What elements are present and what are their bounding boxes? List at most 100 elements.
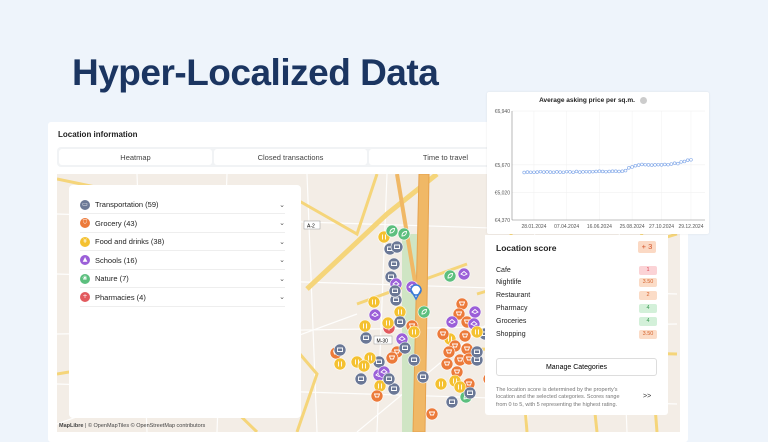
legend-item-schools[interactable]: ▲ Schools (16) ⌄	[80, 252, 285, 270]
poi-marker-food[interactable]	[407, 325, 421, 339]
poi-marker-transport[interactable]	[470, 345, 484, 359]
poi-marker-transport[interactable]	[445, 395, 459, 409]
poi-marker-transport[interactable]	[387, 257, 401, 271]
poi-marker-transport[interactable]	[359, 331, 373, 345]
tab-closed-transactions[interactable]: Closed transactions	[214, 149, 367, 165]
chevron-down-icon[interactable]: ⌄	[279, 201, 285, 209]
poi-marker-food[interactable]	[333, 357, 347, 371]
marker-background	[417, 305, 431, 319]
poi-marker-nature[interactable]	[443, 269, 457, 283]
poi-marker-transport[interactable]	[398, 341, 412, 355]
price-data-point	[594, 169, 598, 174]
chart-title: Average asking price per sq.m.	[539, 97, 635, 104]
poi-marker-transport[interactable]	[390, 240, 404, 254]
poi-marker-schools[interactable]	[368, 308, 382, 322]
chevron-down-icon[interactable]: ⌄	[279, 238, 285, 246]
marker-background	[387, 382, 401, 396]
poi-marker-nature[interactable]	[385, 224, 399, 238]
info-icon[interactable]	[640, 97, 647, 104]
maplibre-link[interactable]: MapLibre	[59, 423, 84, 429]
score-badge: 3.50	[639, 329, 657, 339]
legend-item-food[interactable]: ¥ Food and drinks (38) ⌄	[80, 233, 285, 251]
poi-marker-grocery[interactable]	[425, 407, 439, 421]
legend-item-nature[interactable]: ❀ Nature (7) ⌄	[80, 270, 285, 288]
poi-marker-grocery[interactable]	[442, 345, 456, 359]
poi-marker-transport[interactable]	[382, 372, 396, 386]
poi-marker-nature[interactable]	[397, 227, 411, 241]
tab-heatmap[interactable]: Heatmap	[59, 149, 212, 165]
fork-knife-icon: ¥	[80, 236, 90, 247]
poi-marker-transport[interactable]	[407, 353, 421, 367]
poi-marker-food[interactable]	[367, 295, 381, 309]
chevron-down-icon[interactable]: ⌄	[279, 275, 285, 283]
poi-marker-nature[interactable]	[417, 305, 431, 319]
poi-marker-transport[interactable]	[354, 372, 368, 386]
poi-marker-transport[interactable]	[387, 382, 401, 396]
poi-marker-grocery[interactable]	[458, 329, 472, 343]
price-data-point	[686, 158, 690, 162]
bus-icon: ▭	[80, 199, 90, 210]
leaf-icon	[447, 273, 453, 279]
score-badge: 1	[639, 265, 657, 275]
marker-background	[470, 345, 484, 359]
map-canvas[interactable]: A-2 M-30	[57, 174, 680, 432]
price-data-point	[659, 163, 664, 167]
price-data-point	[672, 161, 677, 165]
poi-marker-transport[interactable]	[393, 315, 407, 329]
cart-icon	[439, 331, 447, 336]
road-label-a2-box	[303, 220, 321, 230]
poi-marker-food[interactable]	[434, 377, 448, 391]
poi-marker-schools[interactable]	[445, 315, 459, 329]
location-score-card: Location score + 3 Cafe 1 Nightlife 3.50 Res…	[485, 235, 668, 415]
leaf-icon	[401, 231, 407, 237]
manage-categories-button[interactable]: Manage Categories	[496, 358, 657, 376]
legend-item-grocery[interactable]: ⛉ Grocery (43) ⌄	[80, 215, 285, 233]
poi-marker-grocery[interactable]	[440, 357, 454, 371]
poi-marker-food[interactable]	[357, 359, 371, 373]
x-tick-label: 29.12.2024	[678, 224, 703, 230]
poi-marker-transport[interactable]	[389, 293, 403, 307]
chevron-down-icon[interactable]: ⌄	[279, 257, 285, 264]
road-label-m30: M-30	[377, 339, 389, 345]
marker-background	[357, 359, 371, 373]
poi-marker-transport[interactable]	[416, 370, 430, 384]
score-row: Restaurant 2	[496, 290, 657, 302]
poi-marker-grocery[interactable]	[436, 327, 450, 341]
price-data-point	[538, 169, 543, 174]
location-score-note: The location score is determined by the …	[496, 387, 620, 408]
expand-button[interactable]: >>	[643, 393, 652, 400]
poi-marker-grocery[interactable]	[385, 351, 399, 365]
poi-marker-food[interactable]	[470, 325, 484, 339]
bus-icon	[376, 359, 382, 364]
fork-knife-icon	[363, 323, 367, 329]
legend-item-pharmacy[interactable]: + Pharmacies (4) ⌄	[80, 289, 285, 307]
poi-marker-transport[interactable]	[388, 284, 402, 298]
cart-icon	[461, 333, 469, 338]
chevron-down-icon[interactable]: ⌄	[279, 220, 285, 227]
fork-knife-icon	[412, 329, 416, 335]
poi-marker-schools[interactable]	[457, 267, 471, 281]
cart-icon	[455, 311, 463, 316]
marker-background	[470, 325, 484, 339]
legend-item-label: Schools (16)	[95, 255, 138, 265]
tab-time-to-travel[interactable]: Time to travel	[369, 149, 522, 165]
bus-icon	[420, 374, 426, 379]
leaf-icon	[389, 228, 395, 234]
poi-marker-grocery[interactable]	[452, 307, 466, 321]
poi-marker-transport[interactable]	[463, 386, 477, 400]
marker-background	[333, 343, 347, 357]
bus-icon	[337, 347, 343, 352]
poi-marker-food[interactable]	[453, 380, 467, 394]
marker-background	[453, 380, 467, 394]
chevron-down-icon[interactable]: ⌄	[279, 294, 285, 301]
price-data-point	[584, 169, 589, 174]
poi-marker-transport[interactable]	[333, 343, 347, 357]
property-location-pin[interactable]	[410, 284, 422, 301]
leaf-icon: ❀	[80, 273, 90, 284]
poi-marker-food[interactable]	[358, 319, 372, 333]
poi-marker-grocery[interactable]	[370, 389, 384, 403]
poi-marker-food[interactable]	[381, 316, 395, 330]
legend-item-transport[interactable]: ▭ Transportation (59) ⌄	[80, 196, 285, 214]
location-info-title: Location information	[58, 130, 138, 139]
poi-marker-schools[interactable]	[468, 305, 482, 319]
